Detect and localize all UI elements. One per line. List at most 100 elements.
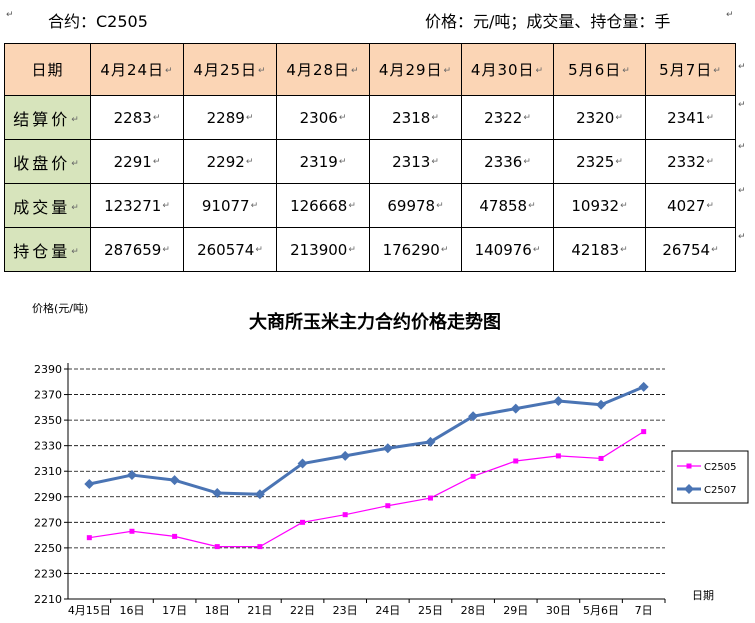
table-cell: 47858↵ bbox=[461, 183, 554, 228]
x-tick-label: 29日 bbox=[503, 604, 528, 617]
cell-value: 126668 bbox=[290, 196, 348, 215]
data-point bbox=[641, 429, 647, 435]
paragraph-mark: ↵ bbox=[338, 113, 347, 123]
data-point bbox=[598, 455, 604, 461]
x-tick-label: 21日 bbox=[247, 604, 272, 617]
paragraph-mark: ↵ bbox=[258, 65, 267, 76]
y-tick-label: 2250 bbox=[34, 542, 62, 555]
table-cell: 287659↵ bbox=[90, 227, 184, 272]
date-label: 4月25日 bbox=[193, 61, 258, 79]
cell-value: 2291 bbox=[113, 152, 152, 171]
date-label: 4月28日 bbox=[286, 61, 351, 79]
paragraph-mark: ↵ bbox=[348, 245, 356, 255]
paragraph-mark: ↵ bbox=[71, 115, 82, 125]
table-cell: 26754↵ bbox=[645, 227, 736, 272]
table-cell: 2322↵ bbox=[461, 95, 554, 140]
x-axis-label: 日期 bbox=[692, 589, 714, 602]
cell-value: 123271 bbox=[104, 196, 162, 215]
paragraph-mark: ↵ bbox=[351, 65, 360, 76]
table-cell: 123271↵ bbox=[90, 183, 184, 228]
cell-value: 2318 bbox=[392, 108, 431, 127]
data-point bbox=[254, 489, 265, 500]
x-tick-label: 22日 bbox=[290, 604, 315, 617]
table-cell: 69978↵ bbox=[369, 183, 462, 228]
paragraph-mark: ↵ bbox=[245, 157, 254, 167]
table-cell: 2292↵ bbox=[183, 139, 277, 184]
table-cell: 126668↵ bbox=[276, 183, 370, 228]
paragraph-mark: ↵ bbox=[348, 201, 356, 211]
date-label: 4月29日 bbox=[378, 61, 443, 79]
data-point bbox=[172, 533, 178, 539]
data-point bbox=[86, 535, 92, 541]
data-point bbox=[638, 381, 649, 392]
data-point bbox=[427, 495, 433, 501]
table-cell: 2336↵ bbox=[461, 139, 554, 184]
paragraph-mark: ↵ bbox=[711, 245, 719, 255]
table-cell: 2283↵ bbox=[90, 95, 184, 140]
end-of-row-mark: ↵ bbox=[738, 62, 746, 72]
cell-value: 260574 bbox=[197, 240, 255, 259]
cell-value: 2320 bbox=[576, 108, 615, 127]
table-cell: 2320↵ bbox=[553, 95, 646, 140]
row-label: 成交量 bbox=[13, 197, 71, 217]
y-tick-label: 2350 bbox=[34, 414, 62, 427]
y-tick-label: 2330 bbox=[34, 440, 62, 453]
paragraph-mark: ↵ bbox=[436, 201, 444, 211]
cell-value: 213900 bbox=[290, 240, 348, 259]
paragraph-mark: ↵ bbox=[620, 201, 628, 211]
data-point bbox=[468, 411, 479, 422]
row-label-cell: 结算价↵ bbox=[4, 95, 91, 140]
data-point bbox=[425, 436, 436, 447]
futures-data-table: 日期 4月24日↵ 4月25日↵ 4月28日↵ 4月29日↵ 4月30日↵ 5月6日↵ 5月7… bbox=[4, 43, 736, 272]
cell-value: 2289 bbox=[206, 108, 245, 127]
table-cell: 2313↵ bbox=[369, 139, 462, 184]
paragraph-mark: ↵ bbox=[152, 157, 161, 167]
cell-value: 140976 bbox=[474, 240, 532, 259]
legend-label: C2505 bbox=[704, 462, 736, 473]
table-cell: 140976↵ bbox=[461, 227, 554, 272]
table-row: 收盘价↵ 2291↵ 2292↵ 2319↵ 2313↵ 2336↵ 2325↵ 2332↵ bbox=[4, 139, 736, 184]
paragraph-mark: ↵ bbox=[726, 10, 734, 20]
table-cell: 2319↵ bbox=[276, 139, 370, 184]
table-cell: 42183↵ bbox=[553, 227, 646, 272]
table-cell: 213900↵ bbox=[276, 227, 370, 272]
cell-value: 4027 bbox=[667, 196, 706, 215]
date-column-header: 4月25日↵ bbox=[183, 43, 277, 96]
cell-value: 2336 bbox=[484, 152, 523, 171]
legend-marker bbox=[686, 463, 692, 469]
x-tick-label: 28日 bbox=[461, 604, 486, 617]
row-label-cell: 收盘价↵ bbox=[4, 139, 91, 184]
paragraph-mark: ↵ bbox=[71, 203, 82, 213]
date-label: 4月30日 bbox=[470, 61, 535, 79]
paragraph-mark: ↵ bbox=[165, 65, 174, 76]
date-header-cell: 日期 bbox=[4, 43, 91, 96]
table-row: 结算价↵ 2283↵ 2289↵ 2306↵ 2318↵ 2322↵ 2320↵ 2341↵ bbox=[4, 95, 736, 140]
cell-value: 2313 bbox=[392, 152, 431, 171]
data-point bbox=[555, 453, 561, 459]
data-point bbox=[169, 475, 180, 486]
y-tick-label: 2370 bbox=[34, 389, 62, 402]
cell-value: 2332 bbox=[667, 152, 706, 171]
legend-box bbox=[671, 450, 749, 504]
paragraph-mark: ↵ bbox=[615, 157, 623, 167]
x-tick-label: 4月15日 bbox=[68, 604, 111, 617]
data-point bbox=[510, 403, 521, 414]
row-label: 持仓量 bbox=[13, 241, 71, 261]
cell-value: 2341 bbox=[667, 108, 706, 127]
paragraph-mark: ↵ bbox=[706, 157, 714, 167]
table-cell: 260574↵ bbox=[183, 227, 277, 272]
paragraph-mark: ↵ bbox=[535, 65, 545, 76]
y-axis-label: 价格(元/吨) bbox=[32, 301, 88, 315]
series-line-c2507 bbox=[89, 385, 645, 496]
row-label-cell: 成交量↵ bbox=[4, 183, 91, 228]
data-point bbox=[214, 544, 220, 550]
data-point bbox=[382, 443, 393, 454]
paragraph-mark: ↵ bbox=[245, 113, 254, 123]
x-tick-label: 16日 bbox=[119, 604, 144, 617]
paragraph-mark: ↵ bbox=[523, 113, 531, 123]
table-cell: 2332↵ bbox=[645, 139, 736, 184]
table-cell: 2291↵ bbox=[90, 139, 184, 184]
units-label: 价格：元/吨；成交量、持仓量：手 bbox=[425, 12, 671, 31]
date-column-header: 5月6日↵ bbox=[553, 43, 646, 96]
paragraph-mark: ↵ bbox=[622, 65, 631, 76]
